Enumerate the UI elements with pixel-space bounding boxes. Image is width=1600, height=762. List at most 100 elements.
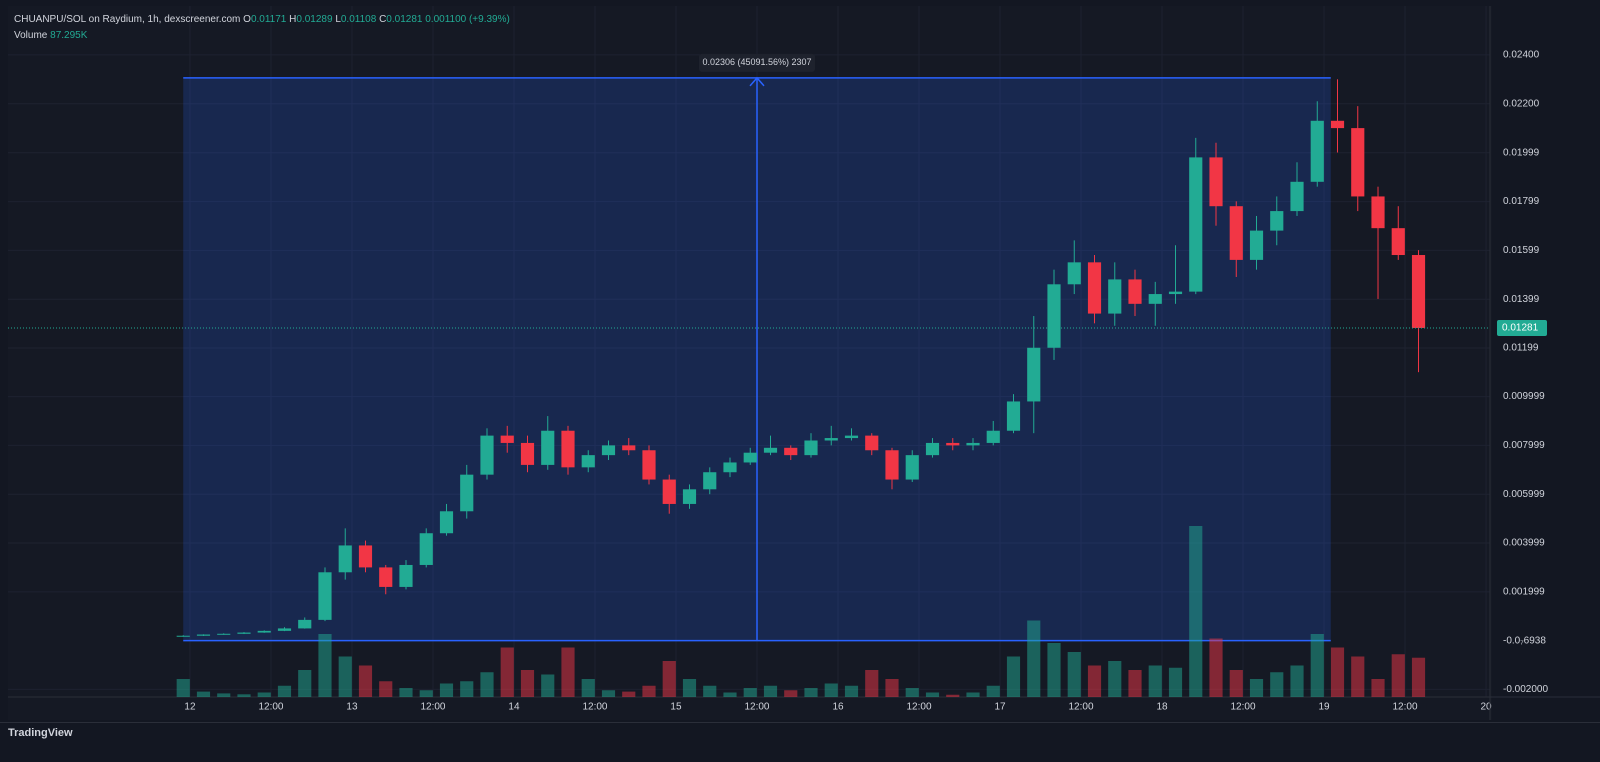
candle-body <box>460 474 474 512</box>
volume-bar <box>1027 620 1041 697</box>
candle-body <box>1047 284 1061 348</box>
last-price-bg <box>1497 319 1547 336</box>
candle-body <box>642 450 656 480</box>
volume-bar <box>622 691 636 697</box>
x-tick-label: 13 <box>346 702 358 713</box>
candle-body <box>844 435 859 439</box>
volume-bar <box>196 691 211 697</box>
candle-body <box>277 628 292 631</box>
x-tick-label: 12:00 <box>744 702 769 713</box>
volume-bar <box>824 683 838 697</box>
symbol: CHUANPU/SOL on Raydium, 1h, dexscreener.… <box>14 14 241 25</box>
ohlc-key: C <box>379 14 387 25</box>
candle-body <box>338 545 352 573</box>
candle-body <box>298 619 312 629</box>
candle-body <box>1087 262 1102 314</box>
volume-bar <box>1209 638 1223 697</box>
x-tick-label: 12:00 <box>1230 702 1255 713</box>
volume-bar <box>1391 654 1405 697</box>
brand: TradingView <box>8 727 73 739</box>
candle-body <box>520 442 535 465</box>
volume-bar <box>1330 647 1345 697</box>
volume-bar <box>804 688 818 697</box>
volume-bar <box>1148 665 1162 697</box>
candle-body <box>622 445 636 451</box>
candle-body <box>1067 262 1081 285</box>
volume-bar <box>682 679 697 697</box>
ohlc-value: 0.01289 <box>296 14 333 25</box>
candle-body <box>1411 255 1426 328</box>
volume-bar <box>1351 656 1365 697</box>
candle-body <box>743 452 757 463</box>
candle-body <box>1351 128 1365 197</box>
x-tick-label: 12:00 <box>420 702 445 713</box>
candle-body <box>1209 157 1223 207</box>
x-tick-label: 12:00 <box>1068 702 1093 713</box>
candle-body <box>723 462 737 473</box>
candle-body <box>237 632 251 634</box>
volume-bar <box>885 679 899 697</box>
y-tick-label: 0.02400 <box>1503 50 1540 61</box>
candle-body <box>1148 294 1162 304</box>
volume-bar <box>642 685 656 697</box>
volume-bar <box>237 694 251 697</box>
y-tick-label: 0.01399 <box>1503 294 1540 305</box>
volume-bar <box>338 656 352 697</box>
volume-bar <box>784 690 798 697</box>
y-tick-label: 0.003999 <box>1503 538 1545 549</box>
x-tick-label: 12:00 <box>582 702 607 713</box>
candle-body <box>1006 401 1021 431</box>
volume-bar <box>1411 657 1426 697</box>
candle-body <box>1108 279 1122 314</box>
volume-bar <box>480 672 494 697</box>
x-tick-label: 17 <box>994 702 1006 713</box>
x-tick-label: 12:00 <box>906 702 931 713</box>
volume-bar <box>541 674 555 697</box>
volume-bar <box>743 688 757 697</box>
candle-body <box>1290 181 1304 212</box>
candle-body <box>804 440 818 456</box>
volume-label: Volume <box>14 30 48 41</box>
volume-bar <box>946 694 960 697</box>
candle-body <box>1249 230 1264 260</box>
candle-body <box>682 489 697 504</box>
volume-bar <box>257 692 271 697</box>
x-tick-label: 15 <box>670 702 682 713</box>
volume-bar <box>1290 665 1304 697</box>
x-tick-label: 18 <box>1156 702 1168 713</box>
candle-body <box>1027 347 1041 402</box>
ohlc-key: H <box>289 14 297 25</box>
candle-body <box>1310 120 1324 182</box>
x-tick-label: 12:00 <box>1392 702 1417 713</box>
volume-bar <box>1087 665 1102 697</box>
candle-body <box>966 442 980 446</box>
volume-bar <box>581 679 595 697</box>
ohlc-value: 0.01171 <box>250 14 287 25</box>
last-price-label: 0.01281 <box>1502 323 1539 334</box>
candle-body <box>217 633 231 635</box>
candle-body <box>419 533 433 565</box>
candle-body <box>824 438 838 441</box>
candle-body <box>784 447 798 456</box>
ohlc-value: 0.01108 <box>340 14 377 25</box>
y-tick-label: 0.01599 <box>1503 245 1540 256</box>
volume-bar <box>561 647 575 697</box>
y-tick-label: 0.009999 <box>1503 391 1545 402</box>
candle-body <box>541 430 555 465</box>
volume-bar <box>399 688 413 697</box>
x-tick-label: 14 <box>508 702 520 713</box>
y-tick-label: 0.005999 <box>1503 489 1545 500</box>
volume-bar <box>1310 634 1324 697</box>
ohlc: O0.01171 H0.01289 L0.01108 C0.01281 <box>243 14 425 25</box>
volume-bar <box>419 690 433 697</box>
candle-body <box>561 430 575 468</box>
volume-bar <box>1371 679 1385 697</box>
candle-body <box>946 442 960 446</box>
candle-body <box>1229 206 1243 260</box>
x-tick-label: 20 <box>1480 702 1492 713</box>
plot-bg <box>8 6 1492 720</box>
volume-bar <box>520 670 535 697</box>
volume-bar <box>379 681 393 697</box>
ohlc-key: L <box>335 14 341 25</box>
